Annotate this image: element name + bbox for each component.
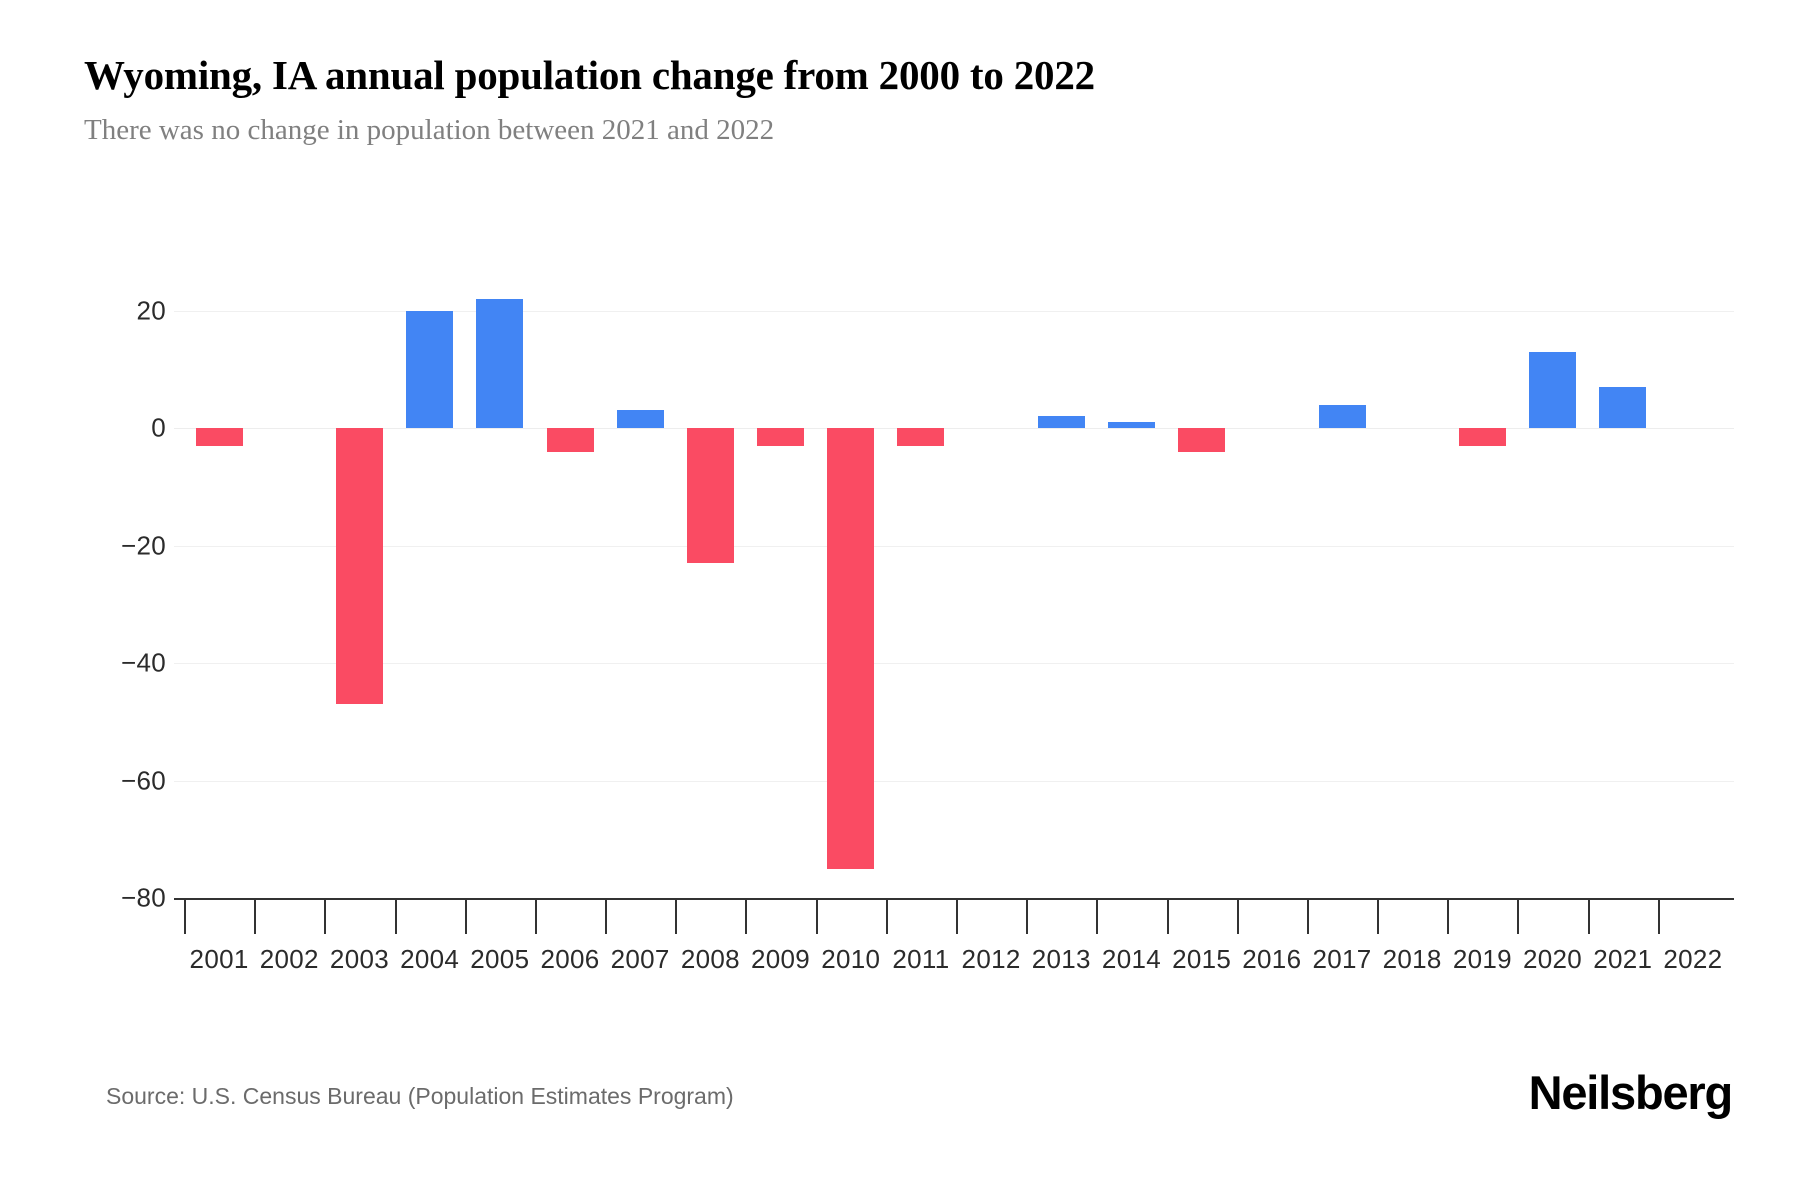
- x-axis-tick-label-2021: 2021: [1593, 944, 1653, 974]
- x-axis-tick-label-2019: 2019: [1452, 944, 1512, 974]
- x-axis-tick-label-2002: 2002: [259, 944, 319, 974]
- x-axis-tick-label-2014: 2014: [1101, 944, 1161, 974]
- x-axis-tick-label-2009: 2009: [751, 944, 811, 974]
- x-axis-tick-label-2011: 2011: [892, 944, 950, 974]
- chart-subtitle: There was no change in population betwee…: [84, 114, 775, 147]
- bar-2008[interactable]: [686, 428, 734, 564]
- bar-2007[interactable]: [616, 410, 664, 428]
- bar-2014[interactable]: [1107, 422, 1155, 428]
- bar-2017[interactable]: [1318, 404, 1366, 428]
- bar-2020[interactable]: [1529, 351, 1577, 428]
- bar-2010[interactable]: [827, 428, 875, 869]
- x-axis-tick: [1657, 900, 1660, 934]
- bar-2013[interactable]: [1037, 416, 1085, 428]
- x-axis-tick-label-2010: 2010: [821, 944, 881, 974]
- bar-2006[interactable]: [546, 428, 594, 452]
- x-axis-tick-label-2018: 2018: [1382, 944, 1442, 974]
- x-axis-tick: [885, 900, 888, 934]
- y-axis-tick-label: 20: [136, 295, 166, 325]
- x-axis-tick-label-2017: 2017: [1312, 944, 1372, 974]
- x-axis-tick: [394, 900, 397, 934]
- x-axis-tick: [1096, 900, 1099, 934]
- x-axis-tick: [605, 900, 608, 934]
- x-axis-tick-label-2012: 2012: [961, 944, 1021, 974]
- x-axis-tick: [1166, 900, 1169, 934]
- bar-2001[interactable]: [195, 428, 243, 446]
- bar-2015[interactable]: [1178, 428, 1226, 452]
- x-axis-tick-label-2007: 2007: [610, 944, 670, 974]
- x-axis-tick: [745, 900, 748, 934]
- y-axis-tick-label: −20: [120, 530, 166, 560]
- bar-2003[interactable]: [335, 428, 383, 705]
- gridline: [174, 663, 1734, 664]
- bar-2009[interactable]: [757, 428, 805, 446]
- x-axis-tick: [1377, 900, 1380, 934]
- x-axis-tick: [956, 900, 958, 934]
- y-axis-tick-label: −80: [120, 882, 166, 913]
- bar-2019[interactable]: [1458, 428, 1506, 446]
- x-axis-tick: [1026, 900, 1029, 934]
- x-axis-tick-label-2020: 2020: [1523, 944, 1583, 974]
- x-axis-tick-label-2022: 2022: [1663, 944, 1723, 974]
- x-axis-ticks-group: [184, 900, 1728, 940]
- x-axis-tick: [1587, 900, 1590, 934]
- y-axis-tick-label: −40: [120, 647, 166, 678]
- x-axis-tick-label-2006: 2006: [540, 944, 600, 974]
- x-axis-tick-label-2015: 2015: [1172, 944, 1232, 974]
- chart-header: Wyoming, IA annual population change fro…: [84, 52, 1724, 148]
- x-axis-tick-label-2001: 2001: [189, 944, 249, 974]
- x-axis-tick-label-2013: 2013: [1031, 944, 1091, 974]
- gridline: [174, 780, 1734, 782]
- x-axis-tick-label-2005: 2005: [470, 944, 530, 974]
- x-axis-tick-label-2003: 2003: [329, 944, 389, 974]
- bars-group: [184, 0, 1728, 1200]
- bar-2021[interactable]: [1599, 386, 1647, 428]
- x-axis-tick: [184, 900, 186, 934]
- x-axis-tick-label-2004: 2004: [400, 944, 460, 974]
- gridline: [174, 310, 1734, 312]
- y-axis-tick-label: 0: [151, 412, 166, 443]
- x-axis-tick: [534, 900, 537, 934]
- page-title: Wyoming, IA annual population change fro…: [84, 52, 1095, 98]
- x-axis-tick-label-2016: 2016: [1242, 944, 1302, 974]
- x-axis-line: [174, 898, 1734, 900]
- x-axis-tick: [815, 900, 818, 934]
- brand-logo: Neilsberg: [1528, 1066, 1734, 1119]
- x-axis-tick: [1517, 900, 1520, 934]
- bar-2005[interactable]: [476, 298, 524, 428]
- bar-2004[interactable]: [406, 310, 454, 428]
- x-axis-tick: [675, 900, 678, 934]
- x-axis-tick: [1306, 900, 1309, 934]
- x-axis-tick: [254, 900, 257, 934]
- source-note: Source: U.S. Census Bureau (Population E…: [106, 1083, 734, 1109]
- x-axis-tick: [1447, 900, 1450, 934]
- gridline: [174, 428, 1734, 429]
- bar-2011[interactable]: [897, 428, 945, 446]
- x-axis-tick: [324, 900, 327, 934]
- x-axis-tick: [464, 900, 467, 934]
- gridline: [174, 545, 1734, 547]
- y-axis-tick-label: −60: [120, 765, 166, 795]
- x-axis-tick-label-2008: 2008: [680, 944, 740, 974]
- x-axis-tick: [1236, 900, 1239, 934]
